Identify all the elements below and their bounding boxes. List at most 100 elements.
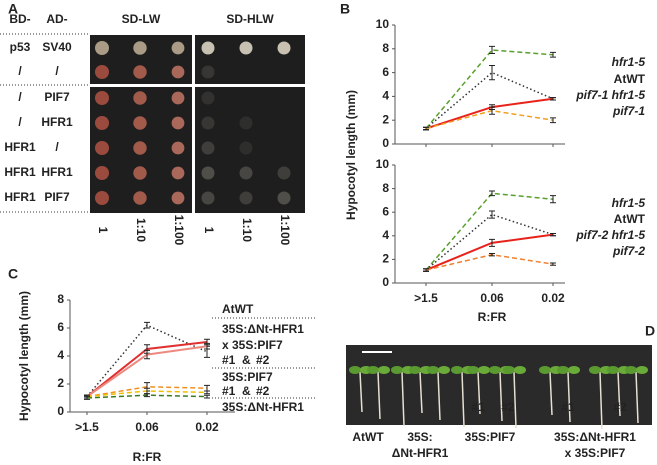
x-tick-label: 0.06 bbox=[135, 420, 159, 434]
cotyledon bbox=[378, 366, 390, 374]
y-tick-label: 4 bbox=[382, 228, 389, 242]
error-bar bbox=[423, 126, 429, 131]
construct-label: SV40 bbox=[42, 40, 72, 54]
legend-joiner: & bbox=[242, 353, 251, 367]
seedling-stem bbox=[401, 371, 405, 427]
error-bar bbox=[204, 394, 210, 399]
legend-header: x 35S:PIF7 bbox=[222, 338, 283, 352]
colony bbox=[171, 166, 185, 180]
error-bar bbox=[204, 390, 210, 395]
cotyledon bbox=[467, 366, 479, 374]
series-line bbox=[425, 71, 554, 130]
series-line bbox=[425, 213, 554, 271]
error-bar bbox=[423, 268, 429, 272]
plate-background bbox=[90, 35, 305, 213]
plate-divider bbox=[192, 35, 195, 213]
colony bbox=[171, 191, 185, 205]
cotyledon bbox=[568, 366, 580, 374]
construct-label: HFR1 bbox=[4, 140, 36, 154]
dilution-label: 1:100 bbox=[278, 215, 292, 246]
dilution-label: 1:10 bbox=[240, 218, 254, 242]
error-bar bbox=[204, 384, 210, 392]
legend-label: 35S:ΔNt-HFR1 bbox=[222, 400, 304, 414]
cotyledon bbox=[427, 366, 439, 374]
colony bbox=[95, 91, 109, 105]
photo-label: #1 bbox=[561, 400, 575, 414]
seedling-stem bbox=[419, 371, 423, 414]
colony bbox=[239, 116, 253, 130]
row-divider bbox=[90, 84, 305, 87]
genotype-label: ΔNt-HFR1 bbox=[392, 446, 449, 460]
colony bbox=[171, 116, 185, 130]
cotyledon bbox=[625, 366, 637, 374]
y-axis-label: Hypocotyl length (mm) bbox=[344, 90, 358, 220]
panel-label: A bbox=[8, 1, 18, 17]
colony bbox=[171, 65, 185, 79]
seedling-stem bbox=[437, 371, 441, 421]
seedling-stem bbox=[549, 371, 553, 416]
legend-label: #2 bbox=[256, 353, 270, 367]
construct-label: HFR1 bbox=[41, 165, 73, 179]
legend-label: hfr1-5 bbox=[612, 55, 646, 69]
y-tick-label: 8 bbox=[382, 41, 389, 55]
y-axis-label: Hypocotyl length (mm) bbox=[17, 291, 31, 421]
legend-label: AtWT bbox=[614, 212, 646, 226]
colony bbox=[201, 166, 215, 180]
seedling-stem bbox=[477, 371, 481, 415]
colony bbox=[201, 65, 215, 79]
x-tick-label: 0.02 bbox=[195, 420, 219, 434]
construct-label: / bbox=[55, 64, 59, 78]
seedling-stem bbox=[567, 371, 571, 423]
error-bar bbox=[550, 195, 556, 204]
colony bbox=[133, 166, 147, 180]
colony bbox=[133, 41, 147, 55]
legend-label: pif7-1 hfr1-5 bbox=[575, 88, 645, 102]
legend-label: AtWT bbox=[222, 302, 254, 316]
genotype-label: AtWT bbox=[352, 430, 384, 444]
colony bbox=[133, 191, 147, 205]
construct-label: HFR1 bbox=[41, 115, 73, 129]
colony bbox=[201, 91, 215, 105]
cotyledon bbox=[478, 366, 490, 374]
x-axis-label: R:FR bbox=[133, 450, 162, 464]
construct-label: PIF7 bbox=[44, 190, 70, 204]
legend-label: pif7-2 hfr1-5 bbox=[575, 228, 645, 242]
cotyledon bbox=[451, 366, 463, 374]
error-bar bbox=[489, 45, 495, 55]
error-bar bbox=[489, 210, 495, 219]
photo bbox=[346, 345, 652, 425]
legend-label: pif7-1 bbox=[612, 104, 645, 118]
dilution-label: 1:100 bbox=[172, 215, 186, 246]
column-header: SD-HLW bbox=[226, 12, 274, 26]
series-line bbox=[425, 192, 554, 271]
error-bar bbox=[489, 238, 495, 247]
genotype-label: 35S:ΔNt-HFR1 bbox=[554, 430, 636, 444]
cotyledon bbox=[636, 366, 648, 374]
legend-header: 35S:ΔNt-HFR1 bbox=[222, 322, 304, 336]
dilution-label: 1 bbox=[202, 227, 216, 234]
y-tick-label: 10 bbox=[376, 17, 390, 31]
genotype-label: 35S:PIF7 bbox=[465, 430, 516, 444]
error-bar bbox=[489, 190, 495, 197]
dilution-label: 1:10 bbox=[134, 218, 148, 242]
construct-label: / bbox=[55, 140, 59, 154]
error-bar bbox=[144, 349, 150, 360]
y-tick-label: 4 bbox=[57, 348, 64, 362]
y-tick-label: 0 bbox=[382, 136, 389, 150]
panel-label: C bbox=[8, 266, 18, 282]
y-tick-label: 6 bbox=[57, 320, 64, 334]
legend-label: #1 bbox=[222, 353, 236, 367]
error-bar bbox=[144, 321, 150, 329]
colony bbox=[171, 41, 185, 55]
colony bbox=[277, 166, 291, 180]
seedling-stem bbox=[377, 371, 381, 420]
cotyledon bbox=[409, 366, 421, 374]
genotype-label: 35S: bbox=[407, 430, 432, 444]
y-tick-label: 4 bbox=[382, 89, 389, 103]
x-tick-label: 0.06 bbox=[480, 291, 504, 305]
photo-label: #2 bbox=[501, 400, 515, 414]
error-bar bbox=[144, 393, 150, 398]
seedling-stem bbox=[461, 371, 465, 428]
